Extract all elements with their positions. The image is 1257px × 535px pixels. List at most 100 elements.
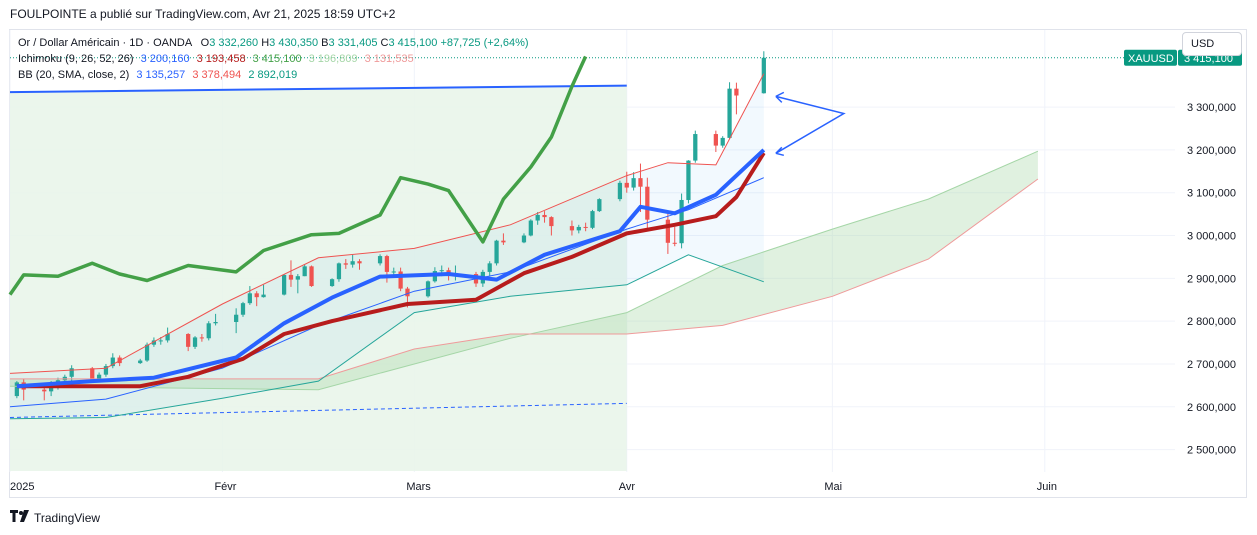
candle-body	[261, 295, 265, 298]
candle-body	[351, 261, 355, 264]
candle-body	[248, 293, 252, 303]
x-tick-label: Avr	[619, 481, 636, 493]
candle-body	[344, 263, 348, 264]
x-tick-label: Mars	[406, 481, 431, 493]
y-tick-label: 2 800,000	[1187, 316, 1236, 328]
candle-body	[529, 221, 533, 236]
symbol-label[interactable]: Or / Dollar Américain · 1D · OANDA	[18, 37, 192, 49]
ichimoku-tenkan-value: 3 200,160	[141, 53, 190, 65]
x-tick-label: Juin	[1037, 481, 1057, 493]
candle-body	[385, 256, 389, 272]
y-tick-label: 3 200,000	[1187, 145, 1236, 157]
candle-body	[255, 293, 259, 297]
y-tick-label: 3 100,000	[1187, 188, 1236, 200]
y-tick-label: 2 700,000	[1187, 359, 1236, 371]
candle-body	[686, 161, 690, 200]
candle-body	[296, 276, 300, 279]
candle-body	[501, 241, 505, 243]
candle-body	[282, 275, 286, 295]
candle-body	[577, 227, 581, 230]
ichimoku-label[interactable]: Ichimoku (9, 26, 52, 26)	[18, 53, 134, 65]
candle-body	[734, 89, 738, 96]
candle-body	[721, 138, 725, 146]
ichimoku-row: Ichimoku (9, 26, 52, 26) 3 200,160 3 193…	[18, 51, 529, 67]
candle-body	[714, 134, 718, 146]
chart-legend: Or / Dollar Américain · 1D · OANDA O3 33…	[18, 35, 529, 83]
x-tick-label: Mai	[824, 481, 842, 493]
candle-body	[638, 178, 642, 187]
candle-body	[234, 315, 238, 322]
candle-body	[213, 322, 217, 323]
candle-body	[666, 220, 670, 243]
candle-body	[241, 303, 245, 315]
y-tick-label: 3 000,000	[1187, 231, 1236, 243]
candle-body	[138, 361, 142, 364]
bb-label[interactable]: BB (20, SMA, close, 2)	[18, 69, 129, 81]
candle-body	[145, 345, 149, 361]
candle-body	[645, 187, 649, 220]
ichimoku-chikou-value: 3 415,100	[253, 53, 302, 65]
candle-body	[570, 226, 574, 230]
bb-row: BB (20, SMA, close, 2) 3 135,257 3 378,4…	[18, 67, 529, 83]
candle-body	[159, 340, 163, 341]
candle-body	[303, 266, 307, 276]
open-value: 3 332,260	[209, 37, 258, 49]
high-label: H	[261, 37, 269, 49]
y-tick-label: 3 300,000	[1187, 102, 1236, 114]
open-label: O	[201, 37, 210, 49]
y-tick-label: 2 900,000	[1187, 273, 1236, 285]
candle-body	[200, 337, 204, 338]
change-value: +87,725 (+2,64%)	[440, 37, 528, 49]
y-tick-label: 2 600,000	[1187, 402, 1236, 414]
ichimoku-spanb-value: 3 131,535	[365, 53, 414, 65]
candle-body	[378, 256, 382, 263]
bb-upper-value: 3 378,494	[192, 69, 241, 81]
tradingview-logo-icon	[10, 510, 30, 525]
candle-body	[289, 275, 293, 280]
candle-body	[673, 243, 677, 244]
candle-body	[693, 134, 697, 161]
candle-body	[631, 178, 635, 187]
low-value: 3 331,405	[329, 37, 378, 49]
candle-body	[625, 183, 629, 188]
candle-body	[536, 215, 540, 221]
candle-body	[584, 227, 588, 228]
symbol-tag-label: XAUUSD	[1128, 53, 1174, 65]
x-tick-label: 2025	[10, 481, 34, 493]
candle-body	[42, 390, 46, 392]
candle-body	[549, 217, 553, 226]
candle-body	[309, 266, 313, 286]
candle-body	[392, 271, 396, 272]
candle-body	[440, 270, 444, 271]
candle-body	[522, 236, 526, 243]
candle-body	[597, 199, 601, 211]
candle-body	[405, 289, 409, 297]
candle-body	[618, 183, 622, 199]
candle-body	[337, 263, 341, 279]
currency-button[interactable]: USD	[1182, 32, 1242, 56]
low-label: B	[321, 37, 328, 49]
x-tick-label: Févr	[214, 481, 236, 493]
candle-body	[590, 211, 594, 228]
candle-body	[186, 334, 190, 347]
y-tick-label: 2 500,000	[1187, 445, 1236, 457]
bb-basis-value: 3 135,257	[136, 69, 185, 81]
tradingview-brand-label: TradingView	[34, 511, 100, 525]
candle-body	[542, 215, 546, 217]
candle-body	[207, 323, 211, 338]
high-value: 3 430,350	[269, 37, 318, 49]
tradingview-brand[interactable]: TradingView	[10, 510, 100, 525]
close-value: 3 415,100	[388, 37, 437, 49]
bb-lower-value: 2 892,019	[248, 69, 297, 81]
ohlc-row: Or / Dollar Américain · 1D · OANDA O3 33…	[18, 35, 529, 51]
candle-body	[357, 261, 361, 263]
candle-body	[494, 241, 498, 264]
ichimoku-spana-value: 3 196,809	[309, 53, 358, 65]
candle-body	[193, 337, 197, 346]
candle-body	[330, 279, 334, 286]
candle-body	[727, 89, 731, 138]
arrow-drawing	[776, 92, 844, 155]
candle-body	[488, 263, 492, 272]
candle-body	[90, 368, 94, 380]
ichimoku-kijun-value: 3 193,458	[197, 53, 246, 65]
